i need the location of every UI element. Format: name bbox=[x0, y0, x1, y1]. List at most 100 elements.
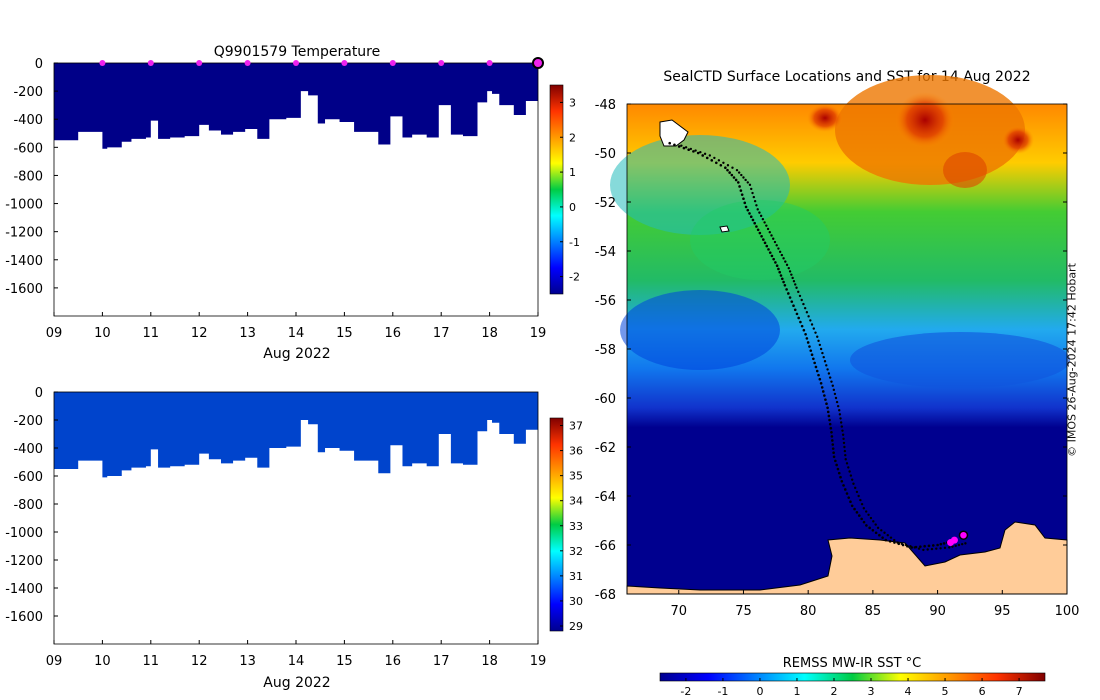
track-point bbox=[765, 224, 768, 227]
track-point bbox=[785, 263, 789, 267]
salinity-chart: 0 -200 -400 -600 -800 -1000 -1200 -1400 -1600 09… bbox=[5, 386, 583, 691]
temperature-x-axis: 09 10 11 12 13 14 15 16 17 18 19 bbox=[46, 312, 546, 341]
track-point bbox=[831, 443, 835, 446]
salinity-colorbar-gradient bbox=[549, 417, 564, 632]
track-point bbox=[841, 429, 844, 432]
track-point bbox=[684, 146, 688, 149]
colorbar-tick-label: 29 bbox=[569, 620, 583, 633]
track-point bbox=[813, 361, 816, 365]
heard-island bbox=[719, 225, 730, 233]
track-point bbox=[818, 343, 822, 347]
sst-colorbar-label: REMSS MW-IR SST °C bbox=[783, 656, 922, 671]
y-tick-label: 0 bbox=[35, 386, 43, 401]
track-point bbox=[760, 235, 763, 238]
salinity-colorbar: 37 36 35 34 33 32 31 30 29 bbox=[549, 417, 583, 633]
profile-marker bbox=[147, 60, 154, 66]
track-point bbox=[800, 298, 803, 302]
track-point bbox=[825, 402, 828, 406]
track-point bbox=[838, 413, 842, 416]
lat-tick-label: -60 bbox=[595, 392, 616, 407]
track-point bbox=[803, 306, 807, 310]
track-point bbox=[922, 548, 925, 552]
track-point bbox=[827, 372, 831, 375]
seal-location-marker bbox=[950, 536, 958, 544]
x-tick-label: 11 bbox=[143, 654, 160, 669]
track-point bbox=[823, 360, 827, 363]
track-point bbox=[872, 520, 875, 523]
track-point bbox=[819, 347, 823, 351]
x-tick-label: 15 bbox=[336, 326, 353, 341]
track-point bbox=[806, 341, 810, 344]
x-tick-label: 13 bbox=[239, 654, 256, 669]
track-point bbox=[788, 270, 792, 273]
track-point bbox=[713, 156, 716, 160]
x-tick-label: 13 bbox=[239, 326, 256, 341]
x-tick-label: 12 bbox=[191, 654, 208, 669]
colorbar-tick-label: 0 bbox=[569, 201, 576, 214]
temperature-x-axis-label: Aug 2022 bbox=[263, 346, 330, 362]
track-point bbox=[768, 251, 772, 254]
track-point bbox=[841, 433, 845, 436]
salinity-x-axis-label: Aug 2022 bbox=[263, 675, 330, 691]
sst-colorbar-tick-label: -2 bbox=[680, 685, 691, 698]
track-point bbox=[880, 529, 883, 532]
track-point bbox=[792, 280, 796, 283]
temperature-colorbar-gradient bbox=[549, 84, 564, 295]
track-point bbox=[819, 382, 823, 385]
track-point bbox=[860, 502, 864, 506]
track-point bbox=[752, 195, 756, 199]
salinity-x-axis: 09 10 11 12 13 14 15 16 17 18 19 bbox=[46, 640, 546, 669]
track-point bbox=[751, 218, 755, 222]
y-tick-label: -1400 bbox=[5, 582, 43, 597]
latest-profile-marker bbox=[532, 57, 544, 69]
track-point bbox=[935, 547, 938, 550]
track-point bbox=[739, 189, 743, 192]
track-point bbox=[844, 458, 847, 461]
lon-tick-label: 95 bbox=[994, 604, 1011, 619]
track-point bbox=[777, 267, 780, 271]
track-point bbox=[838, 409, 841, 412]
track-point bbox=[677, 145, 681, 148]
profile-marker bbox=[438, 60, 445, 66]
y-tick-label: 0 bbox=[35, 57, 43, 72]
track-point bbox=[830, 431, 833, 434]
track-point bbox=[767, 248, 770, 251]
x-tick-label: 16 bbox=[385, 654, 402, 669]
track-point bbox=[793, 308, 797, 312]
track-point bbox=[755, 204, 758, 207]
y-tick-label: -800 bbox=[13, 498, 43, 513]
depth-profile-area bbox=[54, 63, 538, 149]
track-point bbox=[889, 536, 893, 539]
track-point bbox=[827, 414, 831, 418]
sst-colorbar-tick-label: 4 bbox=[905, 685, 912, 698]
lat-tick-label: -62 bbox=[595, 441, 616, 456]
track-point bbox=[826, 368, 829, 371]
imos-credit-text: © IMOS 26-Aug-2024 17:42 Hobart bbox=[1065, 263, 1079, 457]
sst-colorbar-tick-label: 6 bbox=[979, 685, 986, 698]
track-point bbox=[687, 148, 690, 152]
track-point bbox=[689, 147, 693, 151]
track-point bbox=[758, 231, 762, 235]
y-tick-label: -600 bbox=[13, 470, 43, 485]
sst-colorbar-gradient bbox=[659, 672, 1046, 682]
sst-colorbar: REMSS MW-IR SST °C -2 -1 0 1 2 3 4 5 6 7 bbox=[659, 656, 1046, 698]
track-point bbox=[849, 500, 852, 504]
track-point bbox=[785, 288, 788, 291]
track-point bbox=[773, 240, 777, 244]
track-point bbox=[748, 183, 752, 187]
track-point bbox=[845, 462, 849, 465]
lon-tick-label: 85 bbox=[865, 604, 882, 619]
temperature-colorbar: 3 2 1 0 -1 -2 bbox=[549, 84, 580, 295]
profile-marker bbox=[341, 60, 348, 66]
lat-tick-label: -48 bbox=[595, 98, 616, 113]
track-point bbox=[726, 164, 730, 167]
lon-tick-label: 90 bbox=[929, 604, 946, 619]
colorbar-tick-label: 36 bbox=[569, 445, 583, 458]
track-point bbox=[744, 178, 747, 182]
track-point bbox=[668, 141, 672, 145]
track-point bbox=[701, 154, 705, 157]
track-point bbox=[825, 364, 828, 367]
track-point bbox=[826, 406, 829, 410]
track-point bbox=[753, 199, 757, 203]
temperature-y-axis: 0 -200 -400 -600 -800 -1000 -1200 -1400 -1600 bbox=[5, 57, 58, 297]
